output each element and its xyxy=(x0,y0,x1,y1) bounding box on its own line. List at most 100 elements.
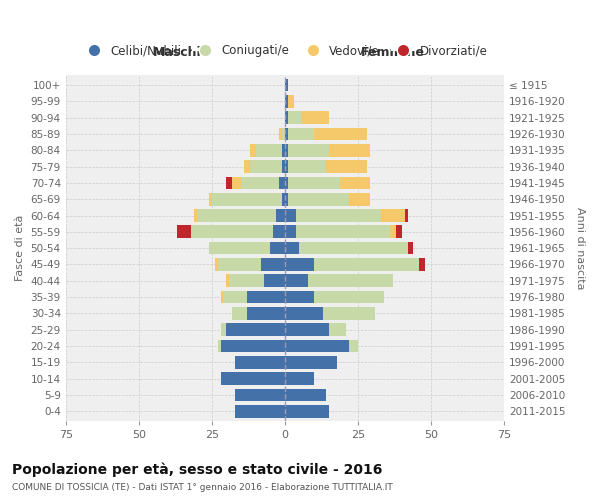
Bar xyxy=(270,242,285,254)
Bar xyxy=(221,340,285,352)
Text: COMUNE DI TOSSICIA (TE) - Dati ISTAT 1° gennaio 2016 - Elaborazione TUTTITALIA.I: COMUNE DI TOSSICIA (TE) - Dati ISTAT 1° … xyxy=(12,484,393,492)
Bar xyxy=(235,356,285,368)
Bar xyxy=(273,226,285,238)
Bar xyxy=(235,388,285,401)
Text: Femmine: Femmine xyxy=(361,46,425,59)
Bar xyxy=(262,258,285,271)
Bar xyxy=(285,78,288,92)
Bar xyxy=(285,274,308,287)
Bar xyxy=(235,356,285,368)
Bar xyxy=(221,372,285,385)
Bar xyxy=(285,128,288,140)
Bar xyxy=(221,372,285,385)
Bar xyxy=(285,209,296,222)
Bar xyxy=(209,242,285,254)
Bar xyxy=(235,405,285,417)
Bar xyxy=(241,176,285,190)
Bar xyxy=(221,372,285,385)
Bar xyxy=(218,340,285,352)
Legend: Celibi/Nubili, Coniugati/e, Vedovi/e, Divorziati/e: Celibi/Nubili, Coniugati/e, Vedovi/e, Di… xyxy=(77,40,493,62)
Bar xyxy=(396,226,401,238)
Bar xyxy=(323,307,376,320)
Bar xyxy=(285,324,329,336)
Bar xyxy=(232,307,285,320)
Bar xyxy=(221,324,285,336)
Bar xyxy=(226,274,285,287)
Bar xyxy=(285,356,337,368)
Bar xyxy=(282,128,285,140)
Bar xyxy=(349,193,370,205)
Bar xyxy=(285,258,314,271)
Bar xyxy=(232,307,285,320)
Bar xyxy=(285,405,329,417)
Bar xyxy=(250,144,285,156)
Bar xyxy=(250,144,285,156)
Bar xyxy=(235,388,285,401)
Bar xyxy=(232,307,285,320)
Bar xyxy=(285,290,314,304)
Bar xyxy=(276,209,285,222)
Bar xyxy=(285,340,349,352)
Bar xyxy=(191,226,285,238)
Bar xyxy=(381,209,404,222)
Bar xyxy=(215,258,285,271)
Bar xyxy=(221,372,285,385)
Bar xyxy=(218,258,285,271)
Bar xyxy=(235,388,285,401)
Bar xyxy=(218,340,285,352)
Bar xyxy=(314,258,419,271)
Bar xyxy=(247,290,285,304)
Y-axis label: Anni di nascita: Anni di nascita xyxy=(575,207,585,290)
Bar xyxy=(215,258,285,271)
Bar xyxy=(288,176,340,190)
Text: Popolazione per età, sesso e stato civile - 2016: Popolazione per età, sesso e stato civil… xyxy=(12,462,382,477)
Bar xyxy=(221,324,285,336)
Bar xyxy=(308,274,393,287)
Bar xyxy=(191,226,285,238)
Bar xyxy=(235,356,285,368)
Bar xyxy=(247,307,285,320)
Bar xyxy=(285,176,288,190)
Bar xyxy=(288,95,293,108)
Bar xyxy=(221,324,285,336)
Bar xyxy=(407,242,413,254)
Bar xyxy=(285,307,323,320)
Bar xyxy=(285,160,288,173)
Bar xyxy=(226,176,285,190)
Bar xyxy=(282,144,285,156)
Bar xyxy=(288,144,329,156)
Bar xyxy=(419,258,425,271)
Bar xyxy=(209,193,285,205)
Bar xyxy=(279,128,285,140)
Bar xyxy=(390,226,396,238)
Bar xyxy=(256,144,285,156)
Bar xyxy=(221,290,285,304)
Bar xyxy=(285,372,314,385)
Bar xyxy=(209,242,285,254)
Bar xyxy=(235,405,285,417)
Bar xyxy=(285,226,296,238)
Bar xyxy=(212,193,285,205)
Bar xyxy=(288,128,314,140)
Bar xyxy=(244,160,285,173)
Bar xyxy=(340,176,370,190)
Bar xyxy=(288,160,326,173)
Bar xyxy=(279,128,285,140)
Bar xyxy=(329,324,346,336)
Bar xyxy=(209,242,285,254)
Bar xyxy=(265,274,285,287)
Bar xyxy=(209,193,285,205)
Bar xyxy=(176,226,285,238)
Bar xyxy=(197,209,285,222)
Bar xyxy=(314,128,367,140)
Bar xyxy=(288,112,302,124)
Text: Maschi: Maschi xyxy=(152,46,201,59)
Bar xyxy=(221,290,285,304)
Bar xyxy=(285,95,288,108)
Bar xyxy=(285,242,299,254)
Bar xyxy=(296,209,381,222)
Bar xyxy=(282,193,285,205)
Bar xyxy=(229,274,285,287)
Bar xyxy=(282,160,285,173)
Bar xyxy=(349,340,358,352)
